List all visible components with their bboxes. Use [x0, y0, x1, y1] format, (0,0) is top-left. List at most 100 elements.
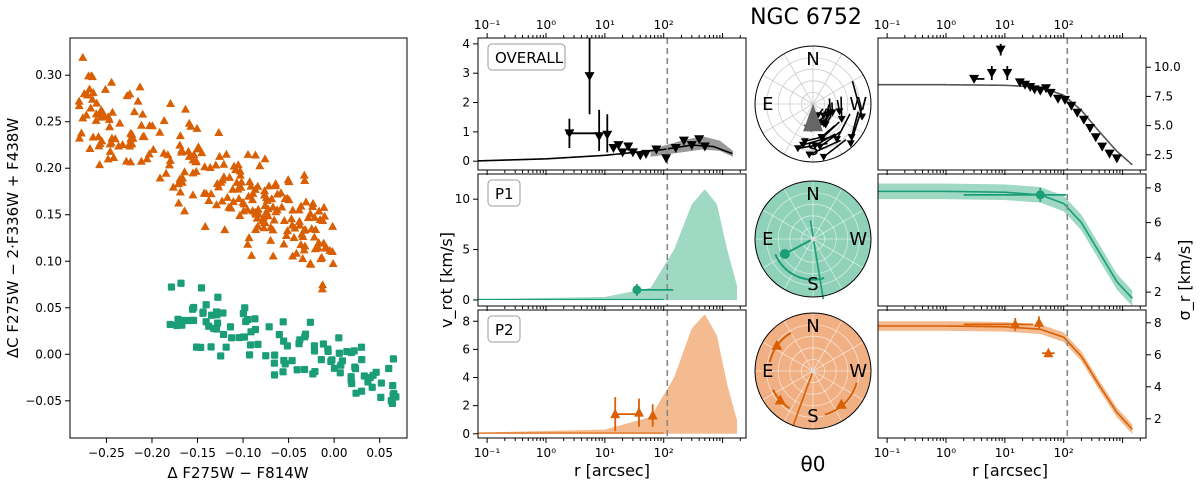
- cmd-point-p2: [259, 217, 269, 226]
- data-point: [1097, 142, 1108, 152]
- polar-tick: [792, 370, 814, 426]
- polar-grid-spoke: [812, 341, 864, 372]
- data-point: [1043, 347, 1054, 358]
- polar-point: [771, 339, 783, 350]
- cmd-point-p2: [260, 154, 270, 163]
- polar-frame: [754, 180, 872, 298]
- data-point: [1014, 78, 1025, 88]
- ytick-label: 4: [1154, 380, 1162, 394]
- data-point: [651, 145, 662, 155]
- ytick-label: 6: [1154, 216, 1162, 230]
- cmd-ytick-label: −0.05: [25, 394, 62, 408]
- polar-grid-spoke: [762, 103, 814, 134]
- cmd-point-p2: [250, 150, 260, 159]
- polar-overall: N S E W: [754, 45, 872, 163]
- cmd-point-p2: [96, 107, 106, 116]
- cmd-point-p2: [155, 127, 165, 136]
- cmd-point-p2: [311, 225, 321, 234]
- polar-grid-spoke: [783, 320, 814, 372]
- model-curve: [878, 190, 1133, 299]
- data-point: [1072, 108, 1083, 118]
- compass-w: W: [849, 361, 867, 382]
- cmd-point-p2: [268, 202, 278, 211]
- cmd-point-p2: [298, 231, 308, 240]
- cmd-point-p2: [91, 115, 101, 124]
- cmd-point-p2: [301, 197, 311, 206]
- cmd-point-p1: [192, 343, 201, 351]
- data-point: [1104, 149, 1115, 159]
- cmd-point-p2: [96, 112, 106, 121]
- cmd-point-p1: [166, 320, 174, 329]
- cmd-point-p2: [212, 200, 222, 209]
- cmd-point-p1: [174, 315, 182, 323]
- cmd-point-p2: [255, 161, 265, 170]
- polar-p1: N S E W: [754, 180, 872, 300]
- cmd-point-p1: [389, 391, 397, 399]
- cmd-point-p2: [300, 225, 310, 234]
- data-point: [627, 148, 638, 158]
- cmd-point-p2: [133, 96, 143, 105]
- cmd-point-p2: [165, 155, 175, 164]
- cmd-point-p1: [387, 397, 395, 405]
- cmd-point-p2: [215, 151, 225, 160]
- compass-e: E: [762, 361, 773, 382]
- cmd-point-p2: [164, 160, 174, 169]
- polar-grid-spoke: [812, 238, 843, 290]
- cmd-point-p1: [185, 316, 193, 325]
- cmd-point-p1: [360, 372, 368, 380]
- vrot-xlabel: r [arcsec]: [574, 461, 650, 480]
- cmd-point-p2: [95, 160, 105, 169]
- cmd-point-p1: [202, 301, 210, 309]
- polar-point: [835, 398, 847, 409]
- cmd-point-p2: [107, 77, 117, 86]
- ytick-label: 2.5: [1154, 148, 1173, 162]
- sigma-overall-panel: 2.5 5.0 7.5 10.0 10⁻¹ 10⁰ 10¹ 10²: [874, 18, 1181, 175]
- panel-frame: [477, 37, 747, 171]
- data-point: [1033, 317, 1044, 327]
- cmd-point-p2: [74, 96, 84, 105]
- polar-p2: N S E W: [754, 312, 872, 430]
- cmd-point-p2: [175, 187, 185, 196]
- polar-radius: [784, 238, 814, 255]
- polar-point: [800, 138, 809, 146]
- cmd-point-p2: [259, 190, 269, 199]
- cmd-point-p2: [155, 173, 165, 182]
- cmd-ytick-label: 0.10: [35, 254, 62, 268]
- cmd-point-p2: [88, 132, 98, 141]
- cmd-ytick-label: 0.05: [35, 301, 62, 315]
- ytick-label: 4: [462, 371, 470, 385]
- cmd-xtick-label: 0.05: [366, 446, 393, 460]
- cmd-point-p2: [199, 188, 209, 197]
- cmd-point-p2: [243, 149, 253, 158]
- cmd-point-p2: [247, 250, 257, 259]
- polar-grid-spoke: [762, 209, 814, 240]
- polar-point: [798, 141, 807, 149]
- cmd-point-p2: [105, 139, 115, 148]
- cmd-point-p2: [268, 251, 278, 260]
- cmd-point-p2: [309, 232, 319, 241]
- cmd-point-p2: [204, 196, 214, 205]
- cmd-xtick-label: −0.20: [134, 446, 171, 460]
- cmd-point-p2: [252, 213, 262, 222]
- cmd-point-p1: [167, 283, 176, 291]
- cmd-point-p1: [352, 389, 360, 397]
- data-point: [602, 130, 613, 140]
- top-xtick-label: 10²: [654, 18, 674, 32]
- cmd-point-p2: [183, 146, 193, 155]
- cmd-point-p2: [235, 170, 245, 179]
- cmd-point-p1: [377, 379, 385, 387]
- polar-grid-spoke: [762, 370, 814, 401]
- polar-point: [779, 248, 790, 259]
- cmd-point-p1: [335, 334, 343, 342]
- cmd-point-p2: [220, 225, 230, 234]
- cmd-point-p2: [205, 162, 215, 171]
- data-point: [1010, 318, 1021, 329]
- compass-e: E: [762, 94, 773, 115]
- ytick-label: 8: [462, 314, 470, 328]
- cmd-point-p1: [219, 330, 228, 339]
- cmd-point-p2: [168, 182, 178, 191]
- cmd-point-p2: [166, 99, 176, 108]
- cmd-point-p2: [244, 191, 254, 200]
- vrot-envelope: [478, 314, 738, 434]
